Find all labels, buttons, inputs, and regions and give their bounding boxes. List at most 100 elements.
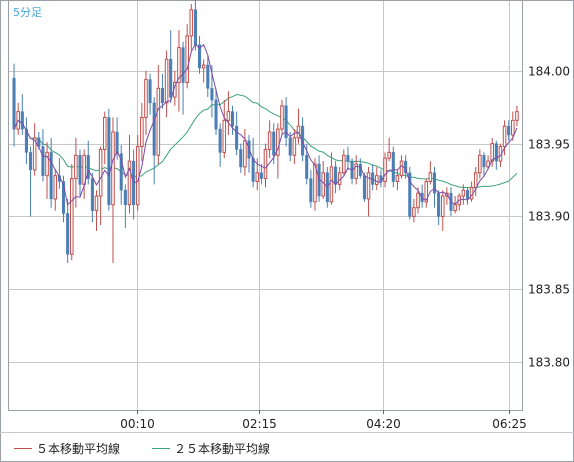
candle-body-up xyxy=(276,128,280,156)
candle-body-up xyxy=(280,105,284,130)
candle-body-down xyxy=(259,172,263,179)
candle-body-up xyxy=(98,148,103,197)
candle-body-down xyxy=(66,213,70,255)
y-tick-label: 184.00 xyxy=(528,65,570,79)
candle-body-down xyxy=(284,105,288,139)
candle-body-up xyxy=(263,148,268,180)
candle-body-up xyxy=(177,47,181,84)
x-tick-label: 04:20 xyxy=(366,417,401,431)
candle-body-down xyxy=(86,155,90,179)
x-tick-label: 02:15 xyxy=(242,417,277,431)
candle-body-down xyxy=(193,9,197,45)
candle-body-up xyxy=(222,119,227,153)
candle-body-up xyxy=(354,163,358,180)
candle-body-down xyxy=(152,102,156,156)
plot-area xyxy=(8,0,523,411)
y-axis: 184.00 183.95 183.90 183.85 183.80 xyxy=(528,65,570,370)
x-tick-label: 00:10 xyxy=(120,417,155,431)
candle-body-up xyxy=(511,119,515,136)
candle-body-down xyxy=(362,175,366,200)
candle-body-up xyxy=(189,9,194,37)
candle-body-down xyxy=(334,166,338,185)
candle-body-down xyxy=(391,152,395,182)
candle-body-down xyxy=(115,131,119,155)
candle-body-down xyxy=(404,160,408,174)
candle-body-down xyxy=(309,178,313,203)
candle-body-down xyxy=(78,155,82,185)
y-tick-label: 183.90 xyxy=(528,210,570,224)
candle-body-down xyxy=(169,58,173,98)
candle-body-down xyxy=(160,88,164,104)
candle-body-up xyxy=(428,172,433,182)
candle-body-up xyxy=(313,163,317,203)
candles xyxy=(12,0,519,263)
y-tick-label: 183.95 xyxy=(528,138,570,152)
candle-body-up xyxy=(156,87,161,156)
candle-body-down xyxy=(346,155,350,162)
candle-body-up xyxy=(164,58,169,104)
x-tick-label: 06:25 xyxy=(492,417,527,431)
candle-body-up xyxy=(144,79,148,118)
candle-body-down xyxy=(12,77,16,130)
candle-body-up xyxy=(292,137,297,156)
candle-body-up xyxy=(255,172,260,182)
candle-body-down xyxy=(507,125,511,136)
legend: ５本移動平均線 ２５本移動平均線 xyxy=(14,441,270,456)
candle-body-up xyxy=(82,154,86,185)
candle-body-down xyxy=(288,137,292,156)
candle-body-up xyxy=(486,160,490,168)
candle-body-up xyxy=(111,131,115,206)
candle-body-up xyxy=(461,189,466,197)
candle-body-down xyxy=(482,155,486,168)
candle-body-up xyxy=(366,172,371,200)
candle-body-up xyxy=(473,172,478,188)
candle-body-down xyxy=(494,143,498,162)
candle-body-up xyxy=(399,160,404,177)
candle-body-down xyxy=(123,189,127,206)
candle-body-down xyxy=(29,152,33,171)
legend-label: ２５本移動平均線 xyxy=(174,441,270,456)
candle-body-down xyxy=(305,155,309,179)
x-axis: 00:10 02:15 04:20 06:25 xyxy=(120,410,527,431)
candle-body-up xyxy=(32,137,37,171)
candle-body-up xyxy=(45,151,49,177)
candle-body-down xyxy=(465,189,470,200)
candle-body-down xyxy=(181,47,185,83)
ma5-line xyxy=(13,43,518,206)
candle-body-up xyxy=(140,116,144,148)
period-label: 5分足 xyxy=(13,6,42,19)
candle-body-up xyxy=(412,207,416,217)
candle-body-down xyxy=(239,149,243,168)
y-tick-label: 183.85 xyxy=(528,283,570,297)
candle-body-up xyxy=(74,154,78,180)
legend-label: ５本移動平均線 xyxy=(36,441,120,456)
candle-body-up xyxy=(102,116,107,150)
candle-body-up xyxy=(201,64,206,69)
candle-body-down xyxy=(107,117,111,206)
y-tick-label: 183.80 xyxy=(528,356,570,370)
candle-body-down xyxy=(272,131,276,156)
candle-body-down xyxy=(218,128,222,153)
candle-body-down xyxy=(20,111,24,130)
candle-body-up xyxy=(515,111,519,121)
candle-body-up xyxy=(478,154,482,174)
candle-body-up xyxy=(342,154,346,174)
candle-body-down xyxy=(49,152,53,200)
candle-body-up xyxy=(416,192,420,209)
candle-body-down xyxy=(230,111,235,127)
candle-body-up xyxy=(226,111,231,121)
candle-body-down xyxy=(437,192,441,217)
candle-body-down xyxy=(235,125,239,150)
candle-body-down xyxy=(432,172,437,194)
candle-body-up xyxy=(395,175,400,182)
candle-body-up xyxy=(267,131,272,150)
candle-body-up xyxy=(185,35,189,84)
candle-body-up xyxy=(387,151,391,159)
candle-body-down xyxy=(198,44,202,69)
candle-body-down xyxy=(408,172,412,217)
candle-body-up xyxy=(440,195,445,217)
candle-body-up xyxy=(375,175,379,185)
candle-body-down xyxy=(301,125,305,156)
candle-body-down xyxy=(119,153,123,191)
